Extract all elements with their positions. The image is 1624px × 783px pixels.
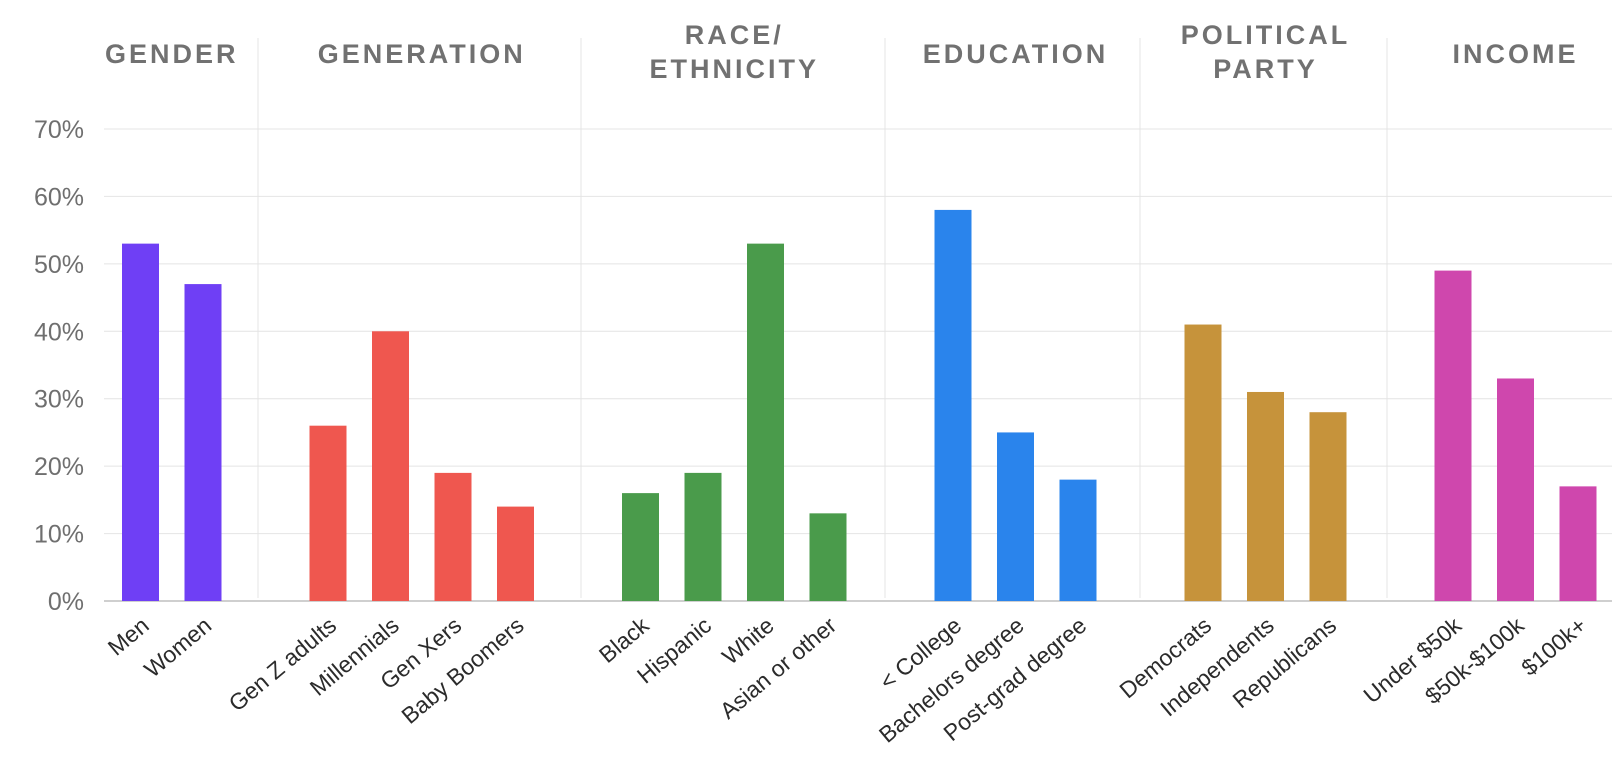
bar bbox=[747, 243, 784, 601]
group-title: ETHNICITY bbox=[649, 54, 819, 84]
bar bbox=[622, 493, 659, 601]
y-tick-label: 20% bbox=[34, 453, 84, 481]
bar bbox=[372, 331, 409, 601]
bar bbox=[434, 472, 472, 601]
bar bbox=[1247, 391, 1284, 601]
bar bbox=[122, 243, 159, 601]
bar bbox=[497, 506, 534, 601]
bar bbox=[1497, 378, 1534, 601]
bar bbox=[309, 425, 347, 601]
bar bbox=[1184, 324, 1222, 601]
group-title: EDUCATION bbox=[923, 39, 1109, 69]
category-label: Women bbox=[139, 612, 216, 683]
bar bbox=[1559, 486, 1597, 601]
y-tick-label: 70% bbox=[34, 116, 84, 144]
y-tick-label: 60% bbox=[34, 183, 84, 211]
bar bbox=[684, 472, 722, 601]
bar bbox=[997, 432, 1034, 601]
group-title: GENERATION bbox=[318, 39, 526, 69]
y-tick-label: 50% bbox=[34, 251, 84, 279]
category-label: Men bbox=[103, 612, 154, 661]
group-title: INCOME bbox=[1453, 39, 1579, 69]
group-title: GENDER bbox=[105, 39, 239, 69]
group-title: POLITICAL bbox=[1181, 20, 1351, 50]
y-tick-label: 0% bbox=[48, 588, 84, 616]
y-tick-label: 10% bbox=[34, 521, 84, 549]
group-title: RACE/ bbox=[685, 20, 784, 50]
bar bbox=[184, 284, 222, 601]
y-tick-label: 40% bbox=[34, 318, 84, 346]
bar bbox=[1059, 479, 1097, 601]
y-tick-label: 30% bbox=[34, 386, 84, 414]
bar bbox=[1309, 412, 1347, 601]
bar bbox=[809, 513, 847, 601]
category-label: $100k+ bbox=[1516, 612, 1591, 681]
group-title: PARTY bbox=[1213, 54, 1318, 84]
bar bbox=[1434, 270, 1472, 601]
bar bbox=[934, 209, 972, 601]
